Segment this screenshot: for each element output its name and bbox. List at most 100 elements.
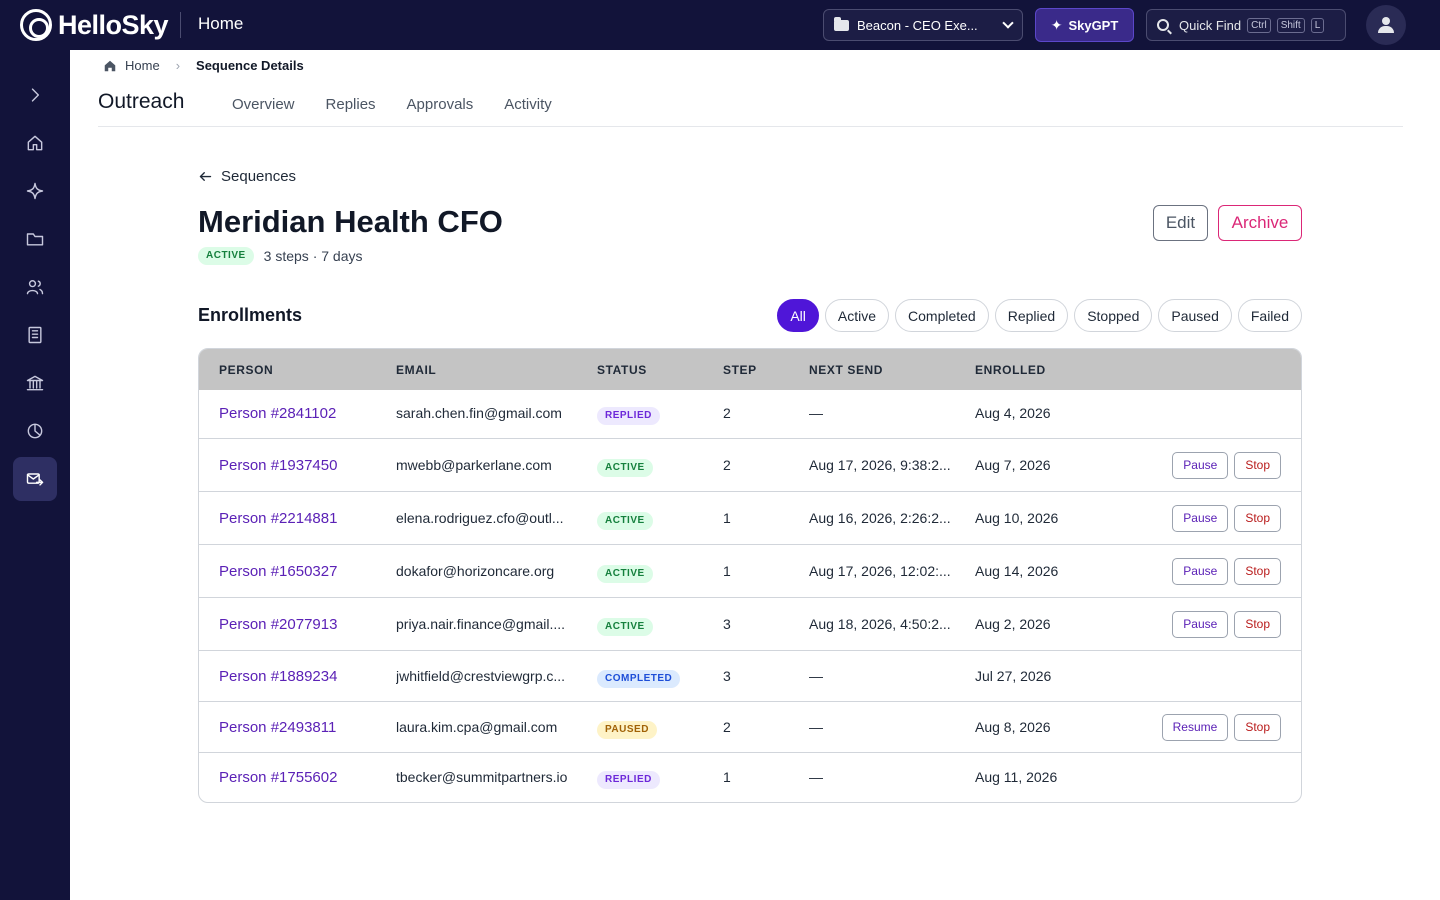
tab-approvals[interactable]: Approvals <box>406 96 474 113</box>
next-send-cell: Aug 16, 2026, 2:26:2... <box>809 509 951 526</box>
user-avatar[interactable] <box>1366 5 1406 45</box>
person-link[interactable]: Person #2077913 <box>219 615 338 633</box>
person-link[interactable]: Person #1755602 <box>219 769 338 786</box>
email-cell: jwhitfield@crestviewgrp.c... <box>396 667 566 684</box>
table-row: Person #2493811 laura.kim.cpa@gmail.com PA… <box>199 701 1301 752</box>
chevron-right-icon <box>31 88 40 102</box>
table-header: PERSON EMAIL STATUS STEP NEXT SEND ENROL… <box>199 349 1301 390</box>
edit-button[interactable]: Edit <box>1153 205 1208 241</box>
back-to-sequences-link[interactable]: Sequences <box>198 168 296 185</box>
enrollment-filters: All Active Completed Replied Stopped Pau… <box>777 299 1302 332</box>
sequence-summary: 3 steps · 7 days <box>263 248 363 264</box>
filter-completed[interactable]: Completed <box>895 299 989 332</box>
stop-button[interactable]: Stop <box>1234 713 1281 741</box>
stop-button[interactable]: Stop <box>1234 610 1281 638</box>
sidebar-item-outreach[interactable] <box>13 457 57 501</box>
sidebar-expand-button[interactable] <box>13 73 57 117</box>
column-enrolled: ENROLLED <box>975 363 1046 377</box>
filter-replied[interactable]: Replied <box>994 299 1069 332</box>
sparkle-icon: ✦ <box>1050 16 1063 33</box>
arrow-left-icon <box>199 172 212 181</box>
step-cell: 3 <box>723 667 731 684</box>
filter-active[interactable]: Active <box>824 299 890 332</box>
enrolled-cell: Aug 8, 2026 <box>975 718 1051 735</box>
row-actions: Resume Stop <box>1161 713 1281 741</box>
sidebar-item-institutions[interactable] <box>13 361 57 405</box>
column-email: EMAIL <box>396 363 437 377</box>
step-cell: 2 <box>723 718 731 735</box>
step-cell: 3 <box>723 615 731 632</box>
home-icon <box>104 60 116 71</box>
step-cell: 1 <box>723 509 731 526</box>
filter-paused[interactable]: Paused <box>1158 299 1232 332</box>
next-send-cell: — <box>809 405 823 421</box>
search-icon <box>1157 19 1169 31</box>
archive-button[interactable]: Archive <box>1218 205 1302 241</box>
person-link[interactable]: Person #1889234 <box>219 667 338 685</box>
filter-all[interactable]: All <box>777 299 819 332</box>
sidebar-item-analytics[interactable] <box>13 409 57 453</box>
table-row: Person #2077913 priya.nair.finance@gmail.… <box>199 597 1301 650</box>
sidebar-item-companies[interactable] <box>13 313 57 357</box>
person-link[interactable]: Person #2493811 <box>219 718 337 736</box>
enrollments-table: PERSON EMAIL STATUS STEP NEXT SEND ENROL… <box>198 348 1302 803</box>
user-icon <box>1378 17 1394 33</box>
person-link[interactable]: Person #2214881 <box>219 509 338 527</box>
quick-find-button[interactable]: Quick Find Ctrl Shift L <box>1146 9 1346 41</box>
top-bar: HelloSky Home Beacon - CEO Exe... ✦ SkyG… <box>0 0 1440 50</box>
stop-button[interactable]: Stop <box>1234 451 1281 479</box>
step-cell: 2 <box>723 456 731 473</box>
filter-failed[interactable]: Failed <box>1237 299 1302 332</box>
enrolled-cell: Aug 4, 2026 <box>975 405 1051 421</box>
column-person: PERSON <box>219 363 274 377</box>
workspace-selector[interactable]: Beacon - CEO Exe... <box>823 9 1023 41</box>
pause-button[interactable]: Pause <box>1172 504 1229 532</box>
status-cell: ACTIVE <box>597 510 653 530</box>
status-badge: ACTIVE <box>198 247 254 265</box>
skygpt-button[interactable]: ✦ SkyGPT <box>1035 8 1134 42</box>
logo-icon <box>20 9 52 41</box>
enrolled-cell: Aug 10, 2026 <box>975 509 1059 526</box>
next-send-cell: Aug 17, 2026, 12:02:... <box>809 562 951 579</box>
person-link[interactable]: Person #1937450 <box>219 456 338 474</box>
step-cell: 1 <box>723 562 731 579</box>
table-row: Person #1650327 dokafor@horizoncare.org AC… <box>199 544 1301 597</box>
sidebar-item-home[interactable] <box>13 121 57 165</box>
sequence-meta: ACTIVE 3 steps · 7 days <box>198 247 363 265</box>
chevron-down-icon <box>1002 17 1014 29</box>
breadcrumb: Home › Sequence Details <box>103 58 304 73</box>
table-body: Person #2841102 sarah.chen.fin@gmail.com R… <box>199 390 1301 802</box>
status-badge: COMPLETED <box>597 669 681 688</box>
chevron-right-icon: › <box>175 58 181 73</box>
pause-button[interactable]: Pause <box>1172 610 1229 638</box>
sidebar-item-files[interactable] <box>13 217 57 261</box>
stop-button[interactable]: Stop <box>1234 557 1281 585</box>
email-cell: priya.nair.finance@gmail.... <box>396 615 566 632</box>
pause-button[interactable]: Pause <box>1172 451 1229 479</box>
status-badge: ACTIVE <box>597 458 653 477</box>
tab-replies[interactable]: Replies <box>325 96 376 113</box>
resume-button[interactable]: Resume <box>1161 713 1229 741</box>
filter-stopped[interactable]: Stopped <box>1074 299 1153 332</box>
sidebar-item-people[interactable] <box>13 265 57 309</box>
row-actions: Pause Stop <box>1172 451 1281 479</box>
table-row: Person #1937450 mwebb@parkerlane.com ACTIV… <box>199 438 1301 491</box>
person-link[interactable]: Person #1650327 <box>219 562 338 580</box>
stop-button[interactable]: Stop <box>1234 504 1281 532</box>
enrolled-cell: Aug 2, 2026 <box>975 615 1051 632</box>
tab-overview[interactable]: Overview <box>232 96 295 113</box>
email-cell: sarah.chen.fin@gmail.com <box>396 405 562 421</box>
section-title: Home <box>198 14 244 33</box>
brand-logo[interactable]: HelloSky <box>20 9 169 41</box>
tab-activity[interactable]: Activity <box>504 96 552 113</box>
table-row: Person #2214881 elena.rodriguez.cfo@outl.… <box>199 491 1301 544</box>
column-next-send: NEXT SEND <box>809 363 884 377</box>
breadcrumb-home[interactable]: Home <box>125 58 160 73</box>
person-link[interactable]: Person #2841102 <box>219 405 337 422</box>
sidebar-item-ai[interactable] <box>13 169 57 213</box>
next-send-cell: Aug 17, 2026, 9:38:2... <box>809 456 951 473</box>
status-cell: ACTIVE <box>597 457 653 477</box>
column-step: STEP <box>723 363 757 377</box>
pause-button[interactable]: Pause <box>1172 557 1229 585</box>
breadcrumb-current: Sequence Details <box>196 58 304 73</box>
